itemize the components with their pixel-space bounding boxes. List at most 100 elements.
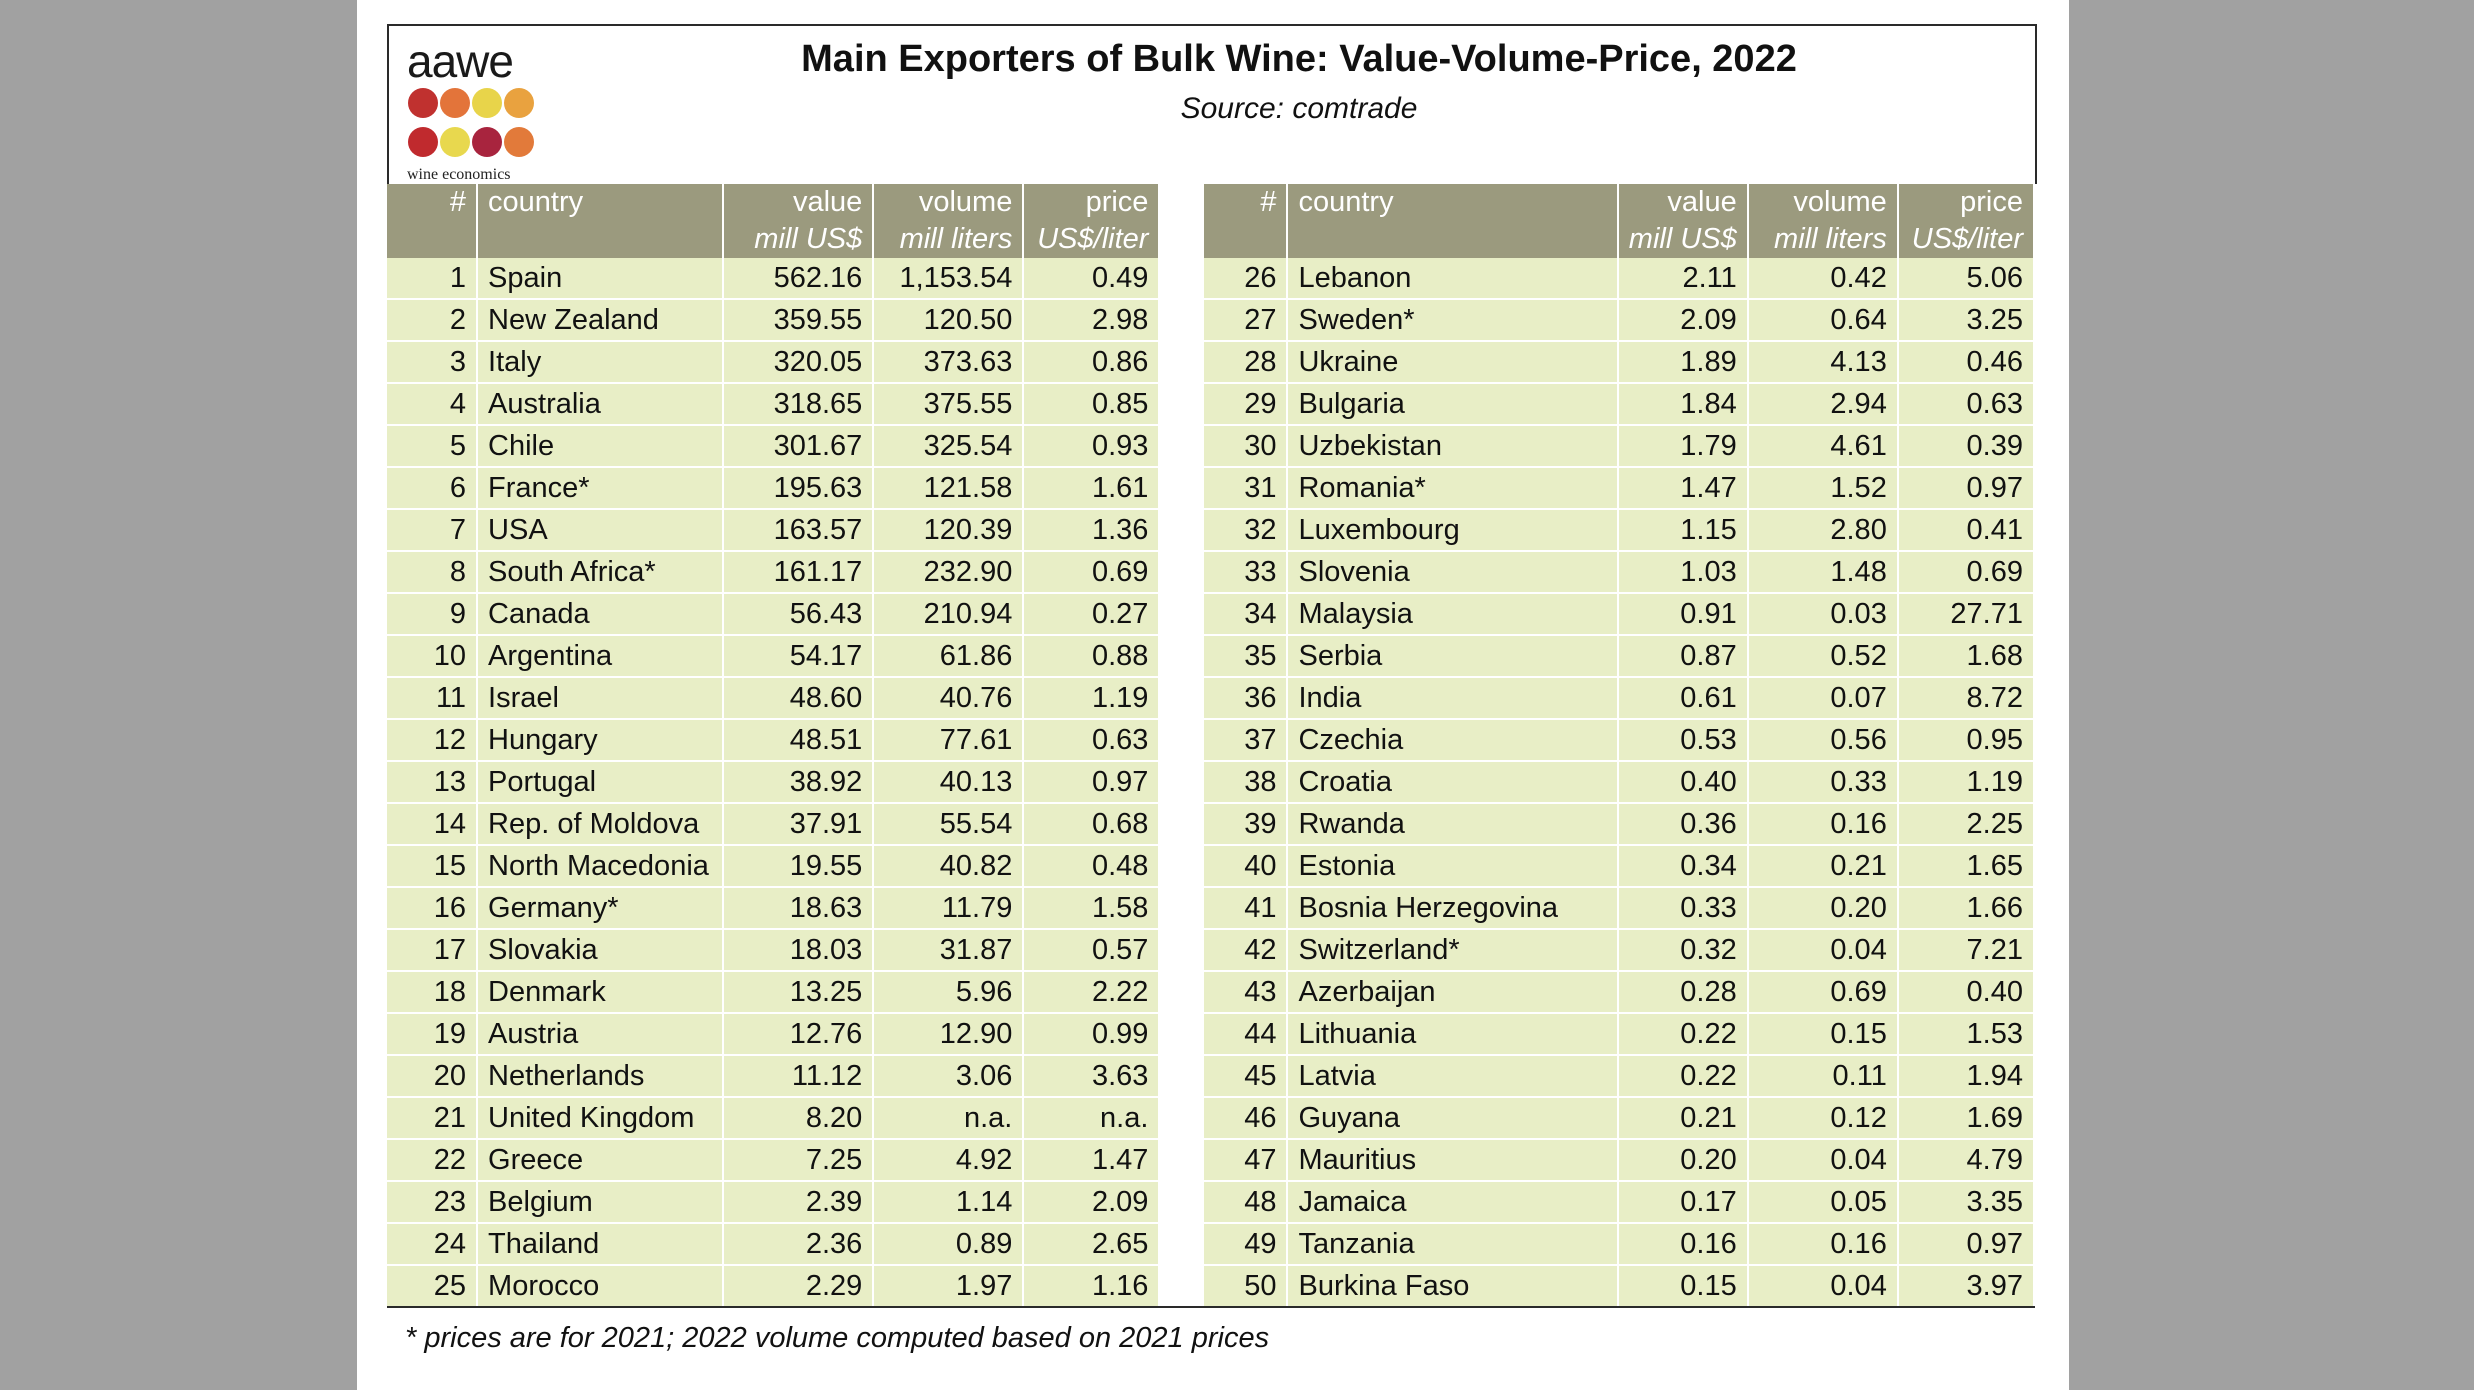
cell-country-right: India (1287, 677, 1619, 720)
cell-value: 18.03 (723, 929, 875, 972)
cell-country: Israel (477, 677, 725, 720)
cell-value: 195.63 (723, 467, 875, 510)
cell-price-right: 0.41 (1897, 509, 2036, 552)
cell-value-right: 0.33 (1617, 887, 1749, 930)
cell-price-right: 0.95 (1897, 719, 2036, 762)
table-row: 4 Australia 318.65 375.55 0.85 29 Bulgaria 1.84… (387, 383, 2036, 426)
cell-rank-right: 43 (1203, 971, 1289, 1014)
cell-price: 0.63 (1023, 719, 1161, 762)
cell-rank: 12 (387, 719, 479, 762)
cell-volume-right: 0.11 (1747, 1055, 1899, 1098)
cell-rank: 20 (387, 1055, 479, 1098)
cell-volume: 55.54 (873, 803, 1025, 846)
cell-rank-right: 28 (1203, 341, 1289, 384)
cell-volume-right: 1.48 (1747, 551, 1899, 594)
cell-volume: 120.50 (873, 299, 1025, 342)
cell-price: 3.63 (1023, 1055, 1161, 1098)
cell-price-right: 0.39 (1897, 425, 2036, 468)
col-price: price (1023, 184, 1161, 221)
unit-volume: mill liters (873, 221, 1025, 258)
cell-price: 0.99 (1023, 1013, 1161, 1056)
cell-value-right: 1.03 (1617, 551, 1749, 594)
table-body: 1 Spain 562.16 1,153.54 0.49 26 Lebanon 2.11 0.4… (387, 258, 2036, 1308)
cell-rank: 22 (387, 1139, 479, 1182)
cell-country-right: Luxembourg (1287, 509, 1619, 552)
column-gap (1159, 184, 1205, 221)
cell-volume: 5.96 (873, 971, 1025, 1014)
column-gap (1159, 803, 1205, 846)
column-gap (1159, 593, 1205, 636)
table-frame: aawe wine economics Main Exporters of Bu… (387, 24, 2037, 1354)
column-gap (1159, 221, 1205, 258)
cell-volume: 375.55 (873, 383, 1025, 426)
cell-country-right: Switzerland* (1287, 929, 1619, 972)
column-gap (1159, 341, 1205, 384)
cell-rank-right: 33 (1203, 551, 1289, 594)
cell-country: Portugal (477, 761, 725, 804)
cell-country-right: Mauritius (1287, 1139, 1619, 1182)
cell-value-right: 0.20 (1617, 1139, 1749, 1182)
cell-volume-right: 0.21 (1747, 845, 1899, 888)
cell-price: 1.58 (1023, 887, 1161, 930)
cell-price: 1.47 (1023, 1139, 1161, 1182)
cell-country: Rep. of Moldova (477, 803, 725, 846)
cell-rank-right: 35 (1203, 635, 1289, 678)
cell-value-right: 0.91 (1617, 593, 1749, 636)
cell-country: Argentina (477, 635, 725, 678)
cell-price-right: 7.21 (1897, 929, 2036, 972)
col-country-right: country (1287, 184, 1619, 221)
cell-country-right: Estonia (1287, 845, 1619, 888)
cell-country-right: Czechia (1287, 719, 1619, 762)
cell-volume: 210.94 (873, 593, 1025, 636)
cell-volume-right: 0.12 (1747, 1097, 1899, 1140)
table-row: 10 Argentina 54.17 61.86 0.88 35 Serbia 0.87 0.5… (387, 635, 2036, 678)
cell-volume: 40.13 (873, 761, 1025, 804)
cell-rank-right: 42 (1203, 929, 1289, 972)
cell-price: 0.86 (1023, 341, 1161, 384)
logo-wordmark: aawe (407, 35, 514, 87)
cell-country-right: Croatia (1287, 761, 1619, 804)
table-row: 16 Germany* 18.63 11.79 1.58 41 Bosnia Herzego… (387, 887, 2036, 930)
cell-volume-right: 4.61 (1747, 425, 1899, 468)
table-row: 14 Rep. of Moldova 37.91 55.54 0.68 39 Rwanda 0… (387, 803, 2036, 846)
page-subtitle: Source: comtrade (1180, 92, 1418, 125)
table-row: 20 Netherlands 11.12 3.06 3.63 45 Latvia 0.22 0.… (387, 1055, 2036, 1098)
table-row: 9 Canada 56.43 210.94 0.27 34 Malaysia 0.91 0.03… (387, 593, 2036, 636)
cell-rank-right: 44 (1203, 1013, 1289, 1056)
cell-rank-right: 41 (1203, 887, 1289, 930)
column-gap (1159, 1139, 1205, 1182)
cell-volume-right: 0.64 (1747, 299, 1899, 342)
cell-value-right: 1.15 (1617, 509, 1749, 552)
cell-value-right: 0.28 (1617, 971, 1749, 1014)
cell-volume: 120.39 (873, 509, 1025, 552)
cell-country-right: Burkina Faso (1287, 1265, 1619, 1308)
cell-price-right: 1.69 (1897, 1097, 2036, 1140)
cell-value-right: 0.22 (1617, 1055, 1749, 1098)
cell-price-right: 1.68 (1897, 635, 2036, 678)
cell-rank-right: 27 (1203, 299, 1289, 342)
header-box: aawe wine economics Main Exporters of Bu… (387, 24, 2037, 184)
column-gap (1159, 1013, 1205, 1056)
cell-price: 1.36 (1023, 509, 1161, 552)
column-gap (1159, 1223, 1205, 1266)
cell-country: South Africa* (477, 551, 725, 594)
cell-country-right: Bulgaria (1287, 383, 1619, 426)
table-row: 8 South Africa* 161.17 232.90 0.69 33 Slovenia… (387, 551, 2036, 594)
logo-dot (504, 127, 534, 157)
cell-rank-right: 26 (1203, 258, 1289, 300)
unit-blank (477, 221, 725, 258)
unit-price-right: US$/liter (1897, 221, 2036, 258)
cell-price-right: 1.66 (1897, 887, 2036, 930)
cell-volume-right: 0.16 (1747, 803, 1899, 846)
cell-country: USA (477, 509, 725, 552)
cell-value: 13.25 (723, 971, 875, 1014)
cell-country-right: Uzbekistan (1287, 425, 1619, 468)
cell-country-right: Ukraine (1287, 341, 1619, 384)
cell-rank: 5 (387, 425, 479, 468)
cell-rank: 25 (387, 1265, 479, 1308)
table-row: 22 Greece 7.25 4.92 1.47 47 Mauritius 0.20 0.04 4… (387, 1139, 2036, 1182)
cell-volume: 11.79 (873, 887, 1025, 930)
cell-volume-right: 0.20 (1747, 887, 1899, 930)
unit-blank (1203, 221, 1289, 258)
page-title: Main Exporters of Bulk Wine: Value-Volum… (801, 38, 1797, 80)
